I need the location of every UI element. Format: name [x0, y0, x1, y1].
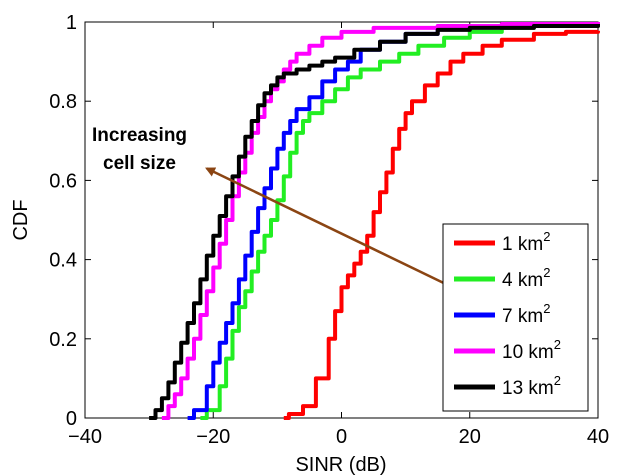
legend-label: 13 km2	[502, 373, 561, 399]
y-tick-label: 1	[66, 12, 77, 34]
x-tick-label: 20	[459, 426, 481, 448]
legend-label: 4 km2	[502, 265, 550, 291]
x-tick-label: 40	[587, 426, 609, 448]
y-axis-title: CDF	[10, 199, 32, 240]
series-line	[149, 24, 600, 420]
y-tick-label: 0.2	[49, 329, 77, 351]
series-line	[283, 29, 600, 420]
y-tick-label: 0.4	[49, 250, 77, 272]
legend-label: 1 km2	[502, 229, 550, 255]
legend: 1 km2 4 km2 7 km2 10 km2 13 km2	[442, 223, 589, 412]
y-tick-label: 0	[66, 408, 77, 430]
legend-label: 10 km2	[502, 337, 561, 363]
x-tick-label: 0	[336, 426, 347, 448]
x-tick-label: −20	[196, 426, 230, 448]
legend-label: 7 km2	[502, 301, 550, 327]
x-axis-title: SINR (dB)	[295, 454, 386, 476]
series-line	[200, 24, 600, 420]
series-lines	[149, 22, 600, 420]
y-tick-label: 0.8	[49, 91, 77, 113]
x-tick-labels: −40 −20 0 20 40	[68, 426, 609, 448]
x-tick-label: −40	[68, 426, 102, 448]
annotation-line-1: Increasing	[92, 125, 187, 146]
y-tick-label: 0.6	[49, 170, 77, 192]
annotation-line-2: cell size	[103, 153, 176, 174]
y-tick-labels: 0 0.2 0.4 0.6 0.8 1	[49, 12, 77, 430]
